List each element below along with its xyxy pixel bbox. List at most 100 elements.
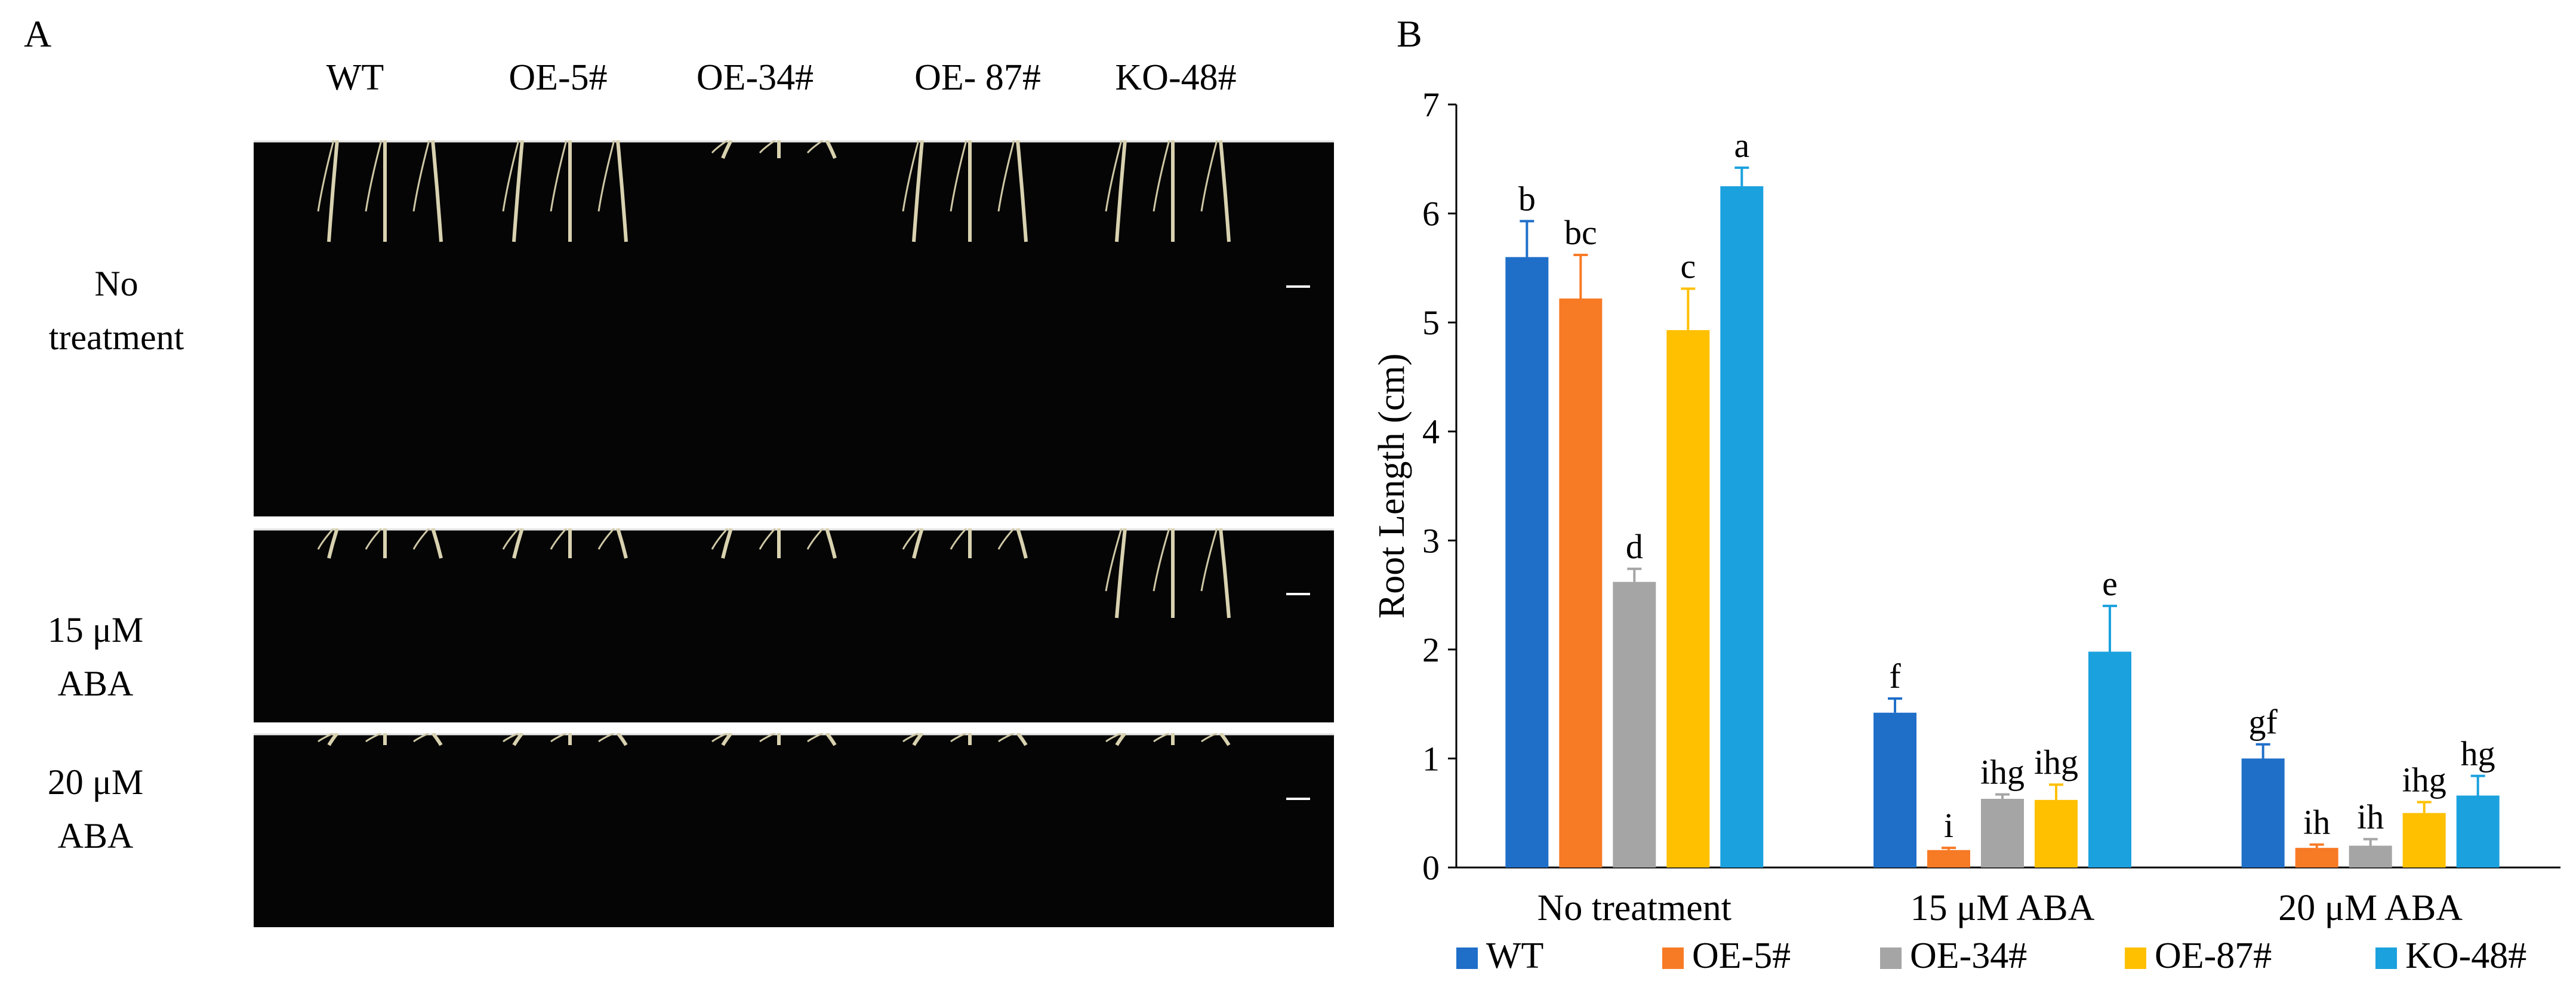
seedling [502, 140, 524, 242]
significance-letter: ihg [2034, 743, 2078, 782]
x-category-label: 15 μM ABA [1911, 888, 2095, 928]
seedling [711, 528, 733, 559]
seedling [997, 140, 1028, 242]
seedlings-no-treatment [254, 140, 1334, 288]
bar [1927, 850, 1970, 867]
seedling [711, 140, 733, 159]
seedling [412, 140, 443, 242]
y-tick-label: 4 [1422, 413, 1440, 451]
seedlings-15um-aba [254, 528, 1334, 619]
row-label-15um-aba: 15 μM ABA [47, 610, 144, 703]
legend-label: OE-5# [1692, 936, 1791, 976]
y-tick-label: 5 [1422, 303, 1440, 342]
legend-label: OE-87# [2155, 936, 2272, 976]
seedling [413, 733, 443, 746]
seedling [550, 140, 572, 242]
bar [2349, 845, 2392, 867]
bar [1981, 798, 2024, 867]
significance-letter: hg [2461, 734, 2495, 773]
legend-swatch [2125, 947, 2146, 969]
seedling [806, 528, 837, 559]
legend-swatch [1456, 947, 1478, 969]
seedling-photo-no-treatment [254, 140, 1334, 516]
bar [1505, 257, 1549, 868]
seedling [598, 733, 628, 746]
seedling [1153, 528, 1175, 618]
seedling [759, 528, 781, 558]
seedling [807, 733, 837, 746]
seedling [412, 528, 443, 559]
seedling [1153, 140, 1175, 242]
bar [1666, 330, 1710, 867]
seedling [950, 733, 972, 745]
seedling [550, 733, 572, 745]
seedling [1200, 140, 1231, 242]
legend-label: KO-48# [2405, 936, 2526, 976]
seedling [1105, 140, 1127, 242]
panel-b-letter: B [1397, 13, 1422, 55]
seedling [1200, 528, 1231, 619]
genotype-label-wt: WT [326, 57, 384, 98]
legend-swatch [1662, 947, 1684, 969]
significance-letter: i [1944, 806, 1953, 845]
significance-letter: b [1518, 179, 1536, 218]
bar [2088, 651, 2131, 867]
genotype-label-oe5: OE-5# [509, 57, 608, 98]
genotype-label-oe34: OE-34# [696, 57, 814, 98]
bar [2456, 795, 2500, 867]
y-tick-label: 0 [1422, 848, 1440, 887]
row-label-no-treatment: No treatment [48, 264, 184, 357]
x-category-label: 20 μM ABA [2278, 888, 2463, 928]
significance-letter: bc [1564, 213, 1597, 252]
bar [2295, 848, 2338, 867]
y-axis-label: Root Length (cm) [1372, 353, 1412, 619]
root-length-bar-chart: 0 1 2 3 4 5 6 7 Root Length (cm) bbc d c a No treatme… [1372, 85, 2560, 976]
seedling [998, 733, 1028, 746]
seedling [317, 140, 339, 242]
x-category-label: No treatment [1537, 888, 1731, 928]
panel-a-letter: A [24, 13, 52, 55]
seedling [950, 140, 972, 242]
genotype-label-ko48: KO-48# [1115, 57, 1237, 98]
seedling [365, 140, 387, 242]
y-tick-label: 6 [1422, 195, 1440, 233]
bar [1874, 712, 1916, 867]
significance-letter: e [2102, 564, 2118, 603]
significance-letter: ihg [1980, 753, 2025, 792]
seedlings-20um-aba [254, 733, 1334, 800]
seedling [597, 140, 628, 242]
seedling [902, 528, 924, 559]
seedling [997, 528, 1028, 559]
y-tick-label: 7 [1422, 85, 1440, 124]
seedling [711, 733, 733, 746]
legend-swatch [1880, 947, 1902, 969]
genotype-label-oe87: OE- 87# [914, 57, 1041, 98]
seedling-photo-15um-aba [254, 528, 1334, 722]
seedling [1201, 733, 1231, 746]
legend-label: WT [1486, 936, 1543, 976]
seedling [759, 140, 781, 158]
seedling [902, 733, 924, 746]
significance-letter: c [1680, 247, 1696, 286]
bar [1559, 298, 1603, 867]
seedling [317, 528, 339, 559]
seedling [1153, 733, 1175, 745]
seedling-photo-20um-aba [254, 733, 1334, 927]
seedling [318, 733, 339, 746]
seedling [503, 733, 524, 746]
seedling [550, 528, 572, 558]
seedling [502, 528, 524, 559]
significance-letter: gf [2249, 703, 2278, 742]
bar [2241, 758, 2285, 867]
y-tick-label: 2 [1422, 630, 1440, 669]
y-tick-label: 3 [1422, 521, 1440, 560]
row-label-20um-aba: 20 μM ABA [47, 762, 144, 856]
significance-letter: f [1889, 657, 1901, 696]
seedling [902, 140, 924, 242]
bar [1720, 186, 1764, 867]
bar [2035, 799, 2078, 867]
seedling [1105, 733, 1127, 746]
legend-swatch [2375, 947, 2397, 969]
significance-letter: a [1734, 126, 1749, 165]
significance-letter: ihg [2402, 760, 2446, 799]
